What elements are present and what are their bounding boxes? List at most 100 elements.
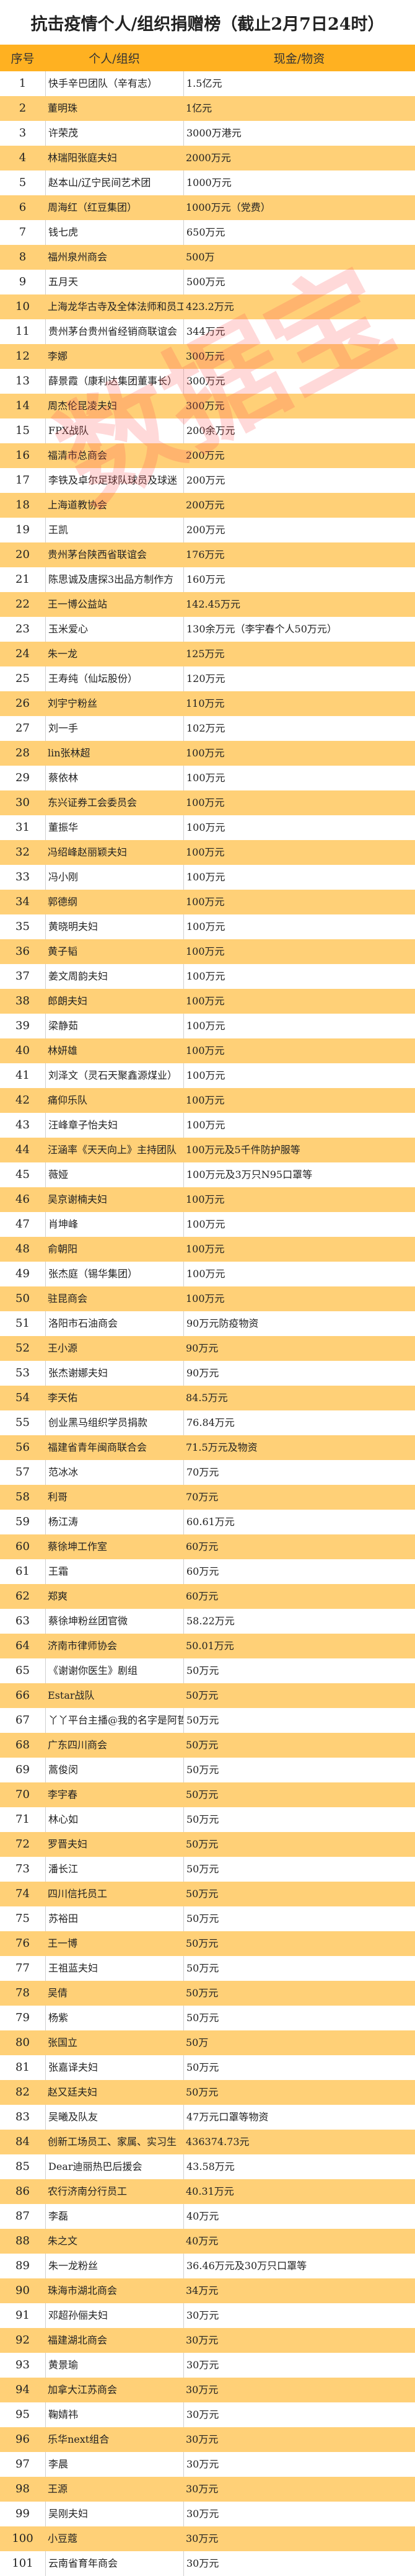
donation-amount: 50万元 bbox=[183, 2055, 415, 2080]
donation-amount: 100万元 bbox=[183, 1014, 415, 1038]
table-row: 15 FPX战队 200余万元 bbox=[0, 418, 415, 443]
row-index: 34 bbox=[15, 895, 30, 908]
table-row: 23 玉米爱心 130余万元（李宇春个人50万元） bbox=[0, 617, 415, 642]
row-index: 46 bbox=[15, 1193, 30, 1206]
donor-name: 苏裕田 bbox=[45, 1906, 183, 1931]
row-index: 98 bbox=[15, 2482, 30, 2495]
donor-name: 王源 bbox=[48, 2483, 68, 2495]
row-index: 72 bbox=[15, 1838, 30, 1851]
row-index: 2 bbox=[19, 102, 27, 115]
donor-name: 王霜 bbox=[45, 1559, 183, 1584]
donation-amount: 100万元 bbox=[183, 914, 415, 939]
table-row: 28 lin张林超 100万元 bbox=[0, 741, 415, 766]
donation-amount: 200万元 bbox=[183, 518, 415, 542]
table-row: 74 四川信托员工 50万元 bbox=[0, 1882, 415, 1906]
row-index: 62 bbox=[15, 1590, 30, 1603]
donation-amount: 50万元 bbox=[186, 2086, 219, 2098]
donation-amount: 50万 bbox=[186, 2037, 209, 2048]
donation-amount: 30万元 bbox=[183, 2402, 415, 2427]
row-index: 8 bbox=[19, 250, 27, 263]
row-index: 80 bbox=[15, 2036, 30, 2049]
donor-name: 鞠婧祎 bbox=[45, 2402, 183, 2427]
column-header-index: 序号 bbox=[11, 52, 35, 66]
row-index: 83 bbox=[15, 2110, 30, 2123]
row-index: 76 bbox=[15, 1937, 30, 1950]
donor-name: 创新工场员工、家属、实习生 bbox=[48, 2136, 177, 2148]
table-row: 64 济南市律师协会 50.01万元 bbox=[0, 1634, 415, 1658]
donation-amount: 100万元 bbox=[186, 995, 225, 1007]
row-index: 29 bbox=[15, 771, 30, 784]
donor-name: 云南省育年商会 bbox=[45, 2551, 183, 2576]
table-row: 52 王小源 90万元 bbox=[0, 1336, 415, 1361]
donation-amount: 100万元 bbox=[183, 766, 415, 790]
table-row: 14 周杰伦昆凌夫妇 300万元 bbox=[0, 394, 415, 418]
donor-name: 郎朗夫妇 bbox=[48, 995, 88, 1007]
row-index: 24 bbox=[15, 647, 30, 660]
row-index: 58 bbox=[15, 1490, 30, 1503]
table-row: 79 杨紫 50万元 bbox=[0, 2006, 415, 2030]
row-index: 14 bbox=[15, 399, 30, 412]
donor-name: 薇娅 bbox=[45, 1162, 183, 1187]
donation-amount: 100万元 bbox=[186, 747, 225, 759]
column-header-amount: 现金/物资 bbox=[273, 52, 325, 66]
table-row: 73 潘长江 50万元 bbox=[0, 1857, 415, 1882]
row-index: 47 bbox=[15, 1218, 30, 1231]
donor-name: 王小源 bbox=[48, 1342, 78, 1354]
row-index: 100 bbox=[12, 2532, 33, 2545]
donation-amount: 100万元 bbox=[183, 815, 415, 840]
row-index: 7 bbox=[19, 226, 27, 239]
row-index: 78 bbox=[15, 1986, 30, 1999]
row-index: 9 bbox=[19, 275, 27, 288]
donor-name: 张嘉译夫妇 bbox=[45, 2055, 183, 2080]
donor-name: 邓超孙俪夫妇 bbox=[45, 2303, 183, 2328]
donor-name: 四川信托员工 bbox=[48, 1888, 108, 1900]
donation-amount: 50万元 bbox=[183, 1658, 415, 1683]
table-row: 22 王一博公益站 142.45万元 bbox=[0, 592, 415, 617]
donation-amount: 1亿元 bbox=[186, 102, 212, 114]
donor-name: 济南市律师协会 bbox=[48, 1640, 118, 1652]
donation-amount: 300万元 bbox=[186, 400, 225, 412]
table-row: 27 刘一手 102万元 bbox=[0, 716, 415, 741]
table-row: 41 刘泽文（灵石天聚鑫源煤业） 100万元 bbox=[0, 1063, 415, 1088]
donor-name: 朱一龙 bbox=[48, 648, 78, 660]
donation-amount: 70万元 bbox=[183, 1460, 415, 1485]
row-index: 19 bbox=[15, 523, 30, 536]
donation-amount: 47万元口罩等物资 bbox=[183, 2105, 415, 2130]
donor-name: 贵州茅台陕西省联谊会 bbox=[48, 549, 147, 560]
donor-name: 小豆蔻 bbox=[48, 2533, 78, 2544]
donor-name: 快手辛巴团队（辛有志） bbox=[45, 71, 183, 96]
table-row: 36 黄子韬 100万元 bbox=[0, 939, 415, 964]
row-index: 35 bbox=[15, 920, 30, 933]
row-index: 12 bbox=[15, 350, 30, 363]
donation-amount: 60万元 bbox=[183, 1559, 415, 1584]
table-row: 38 郎朗夫妇 100万元 bbox=[0, 989, 415, 1014]
donation-amount: 60万元 bbox=[186, 1541, 219, 1552]
donor-name: Dear迪丽热巴后援会 bbox=[45, 2154, 183, 2179]
row-index: 13 bbox=[15, 374, 30, 387]
table-row: 66 Estar战队 50万元 bbox=[0, 1683, 415, 1708]
table-row: 92 福建湖北商会 30万元 bbox=[0, 2328, 415, 2353]
donor-name: 陈思诚及唐探3出品方制作方 bbox=[45, 567, 183, 592]
table-row: 21 陈思诚及唐探3出品方制作方 160万元 bbox=[0, 567, 415, 592]
table-row: 81 张嘉译夫妇 50万元 bbox=[0, 2055, 415, 2080]
donation-amount: 100万元 bbox=[186, 1293, 225, 1304]
row-index: 79 bbox=[15, 2011, 30, 2024]
donor-name: 刘泽文（灵石天聚鑫源煤业） bbox=[45, 1063, 183, 1088]
donation-amount: 50万元 bbox=[183, 1758, 415, 1782]
donation-amount: 120万元 bbox=[183, 666, 415, 691]
table-row: 43 汪峰章子怡夫妇 100万元 bbox=[0, 1113, 415, 1138]
row-index: 18 bbox=[15, 498, 30, 511]
donation-amount: 423.2万元 bbox=[186, 301, 234, 312]
donor-name: Estar战队 bbox=[48, 1689, 95, 1701]
donor-name: 董振华 bbox=[45, 815, 183, 840]
row-index: 17 bbox=[15, 474, 30, 487]
donor-name: 杨江涛 bbox=[45, 1510, 183, 1534]
table-row: 99 吴刚夫妇 30万元 bbox=[0, 2502, 415, 2526]
row-index: 41 bbox=[15, 1069, 30, 1082]
row-index: 89 bbox=[15, 2259, 30, 2272]
donor-name: 钱七虎 bbox=[45, 220, 183, 245]
row-index: 52 bbox=[15, 1342, 30, 1355]
table-row: 75 苏裕田 50万元 bbox=[0, 1906, 415, 1931]
donor-name: 吴曦及队友 bbox=[45, 2105, 183, 2130]
donation-amount: 50万元 bbox=[183, 1857, 415, 1882]
